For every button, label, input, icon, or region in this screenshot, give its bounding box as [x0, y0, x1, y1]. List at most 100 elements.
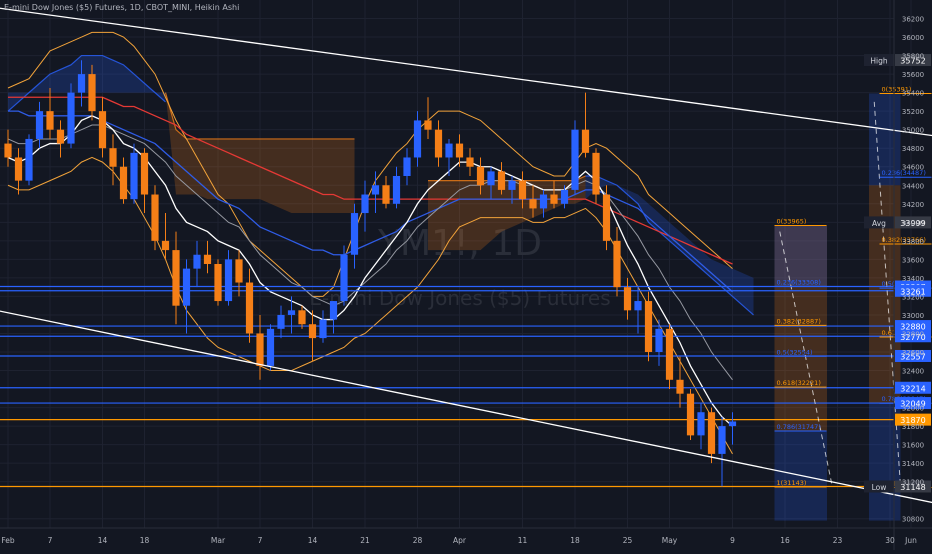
price-tag-label: High [870, 57, 887, 66]
fib-label: 1(31143) [777, 479, 807, 487]
fib-label: 0.236(33308) [777, 278, 821, 286]
candle-body [119, 166, 128, 200]
level-tag-label: 32557 [900, 352, 925, 361]
candle-body [329, 301, 338, 320]
candle-body [697, 412, 705, 436]
fib-label: 0(33965) [777, 218, 807, 226]
fib-label: 0.382(32887) [777, 317, 821, 325]
fib-label: 0.236(34487) [882, 169, 926, 177]
x-tick-label: 30 [885, 536, 895, 545]
bollinger-upper [7, 31, 733, 297]
x-tick-label: 18 [570, 536, 580, 545]
level-tag [895, 284, 931, 297]
x-tick-label: 14 [98, 536, 108, 545]
price-tag-bg [864, 54, 894, 67]
candle-body [308, 324, 317, 339]
fib-label: 0.5(32554) [777, 348, 813, 356]
candle-body [718, 426, 726, 454]
candle-body [665, 328, 674, 380]
moving-averages [7, 96, 733, 427]
price-tag-value-bg [895, 216, 931, 229]
y-tick-label: 30800 [902, 516, 924, 524]
y-tick-label: 33600 [902, 256, 924, 264]
price-tag-bg [864, 480, 894, 493]
candle-body [214, 264, 222, 302]
position-box [774, 225, 827, 287]
candle-body [392, 176, 401, 204]
candle-body [340, 254, 348, 302]
position-boxes [774, 93, 901, 521]
y-tick-label: 36000 [902, 34, 924, 42]
candle-body [77, 74, 86, 93]
candle-body [98, 111, 107, 149]
fib-label: 0.618(32221) [777, 379, 821, 387]
position-box [774, 225, 827, 431]
candle-body [487, 171, 495, 186]
x-tick-label: 25 [623, 536, 633, 545]
candle-body [361, 194, 369, 214]
candle-body [193, 254, 201, 269]
x-tick-label: 18 [140, 536, 150, 545]
fib-label: 0(35391) [882, 85, 912, 93]
candle-body [371, 185, 380, 195]
ema-white [7, 115, 733, 427]
fib-label: 0.786(31747) [777, 423, 821, 431]
level-tag-label: 31870 [900, 416, 925, 425]
level-tag [895, 320, 931, 333]
ema-gray [7, 124, 733, 381]
candle-body [151, 194, 159, 241]
trendline [0, 310, 932, 504]
ema-blue [8, 110, 733, 293]
candle-body [182, 268, 191, 306]
x-tick-label: 16 [780, 536, 790, 545]
price-tag-bg [864, 216, 894, 229]
candle-body [298, 310, 306, 325]
candle-body [266, 328, 275, 366]
candle-body [581, 129, 590, 153]
x-tick-label: Jun [904, 536, 917, 545]
candle-body [35, 111, 44, 139]
y-tick-label: 36200 [902, 16, 924, 24]
candle-body [560, 189, 569, 204]
level-tag-label: 32049 [900, 400, 925, 409]
candle-body [508, 180, 516, 190]
level-tag-label: 32214 [900, 384, 925, 393]
candle-body [728, 421, 737, 427]
candle-body [550, 194, 558, 204]
candle-body [277, 314, 285, 329]
y-tick-label: 33000 [902, 312, 924, 320]
candle-body [130, 152, 138, 200]
y-tick-label: 32400 [902, 368, 924, 376]
fib-label: 0.382(33766) [882, 236, 926, 244]
level-tag-label: 32770 [900, 333, 925, 342]
candle-body [644, 301, 653, 352]
candle-body [319, 319, 327, 339]
x-tick-label: Apr [453, 536, 467, 545]
candle-body [287, 310, 296, 315]
y-tick-label: 34200 [902, 201, 924, 209]
candle-body [172, 250, 180, 306]
level-tag-label: 32880 [900, 323, 925, 332]
x-tick-label: 23 [833, 536, 843, 545]
candle-body [571, 129, 579, 190]
price-tag-value-bg [895, 54, 931, 67]
candle-body [466, 157, 474, 167]
y-tick-label: 34400 [902, 182, 924, 190]
price-tag-value: 31148 [900, 483, 925, 492]
y-tick-label: 33400 [902, 275, 924, 283]
y-tick-label: 35200 [902, 108, 924, 116]
candle-body [88, 74, 96, 112]
x-tick-label: Mar [211, 536, 226, 545]
candle-body [518, 180, 527, 200]
candle-body [350, 213, 359, 255]
y-tick-label: 35800 [902, 53, 924, 61]
candle-body [413, 120, 422, 158]
cloud-segment [8, 55, 166, 112]
candle-body [224, 259, 233, 302]
x-tick-label: 14 [308, 536, 318, 545]
watermark-name: E-mini Dow Jones ($5) Futures [309, 286, 610, 310]
